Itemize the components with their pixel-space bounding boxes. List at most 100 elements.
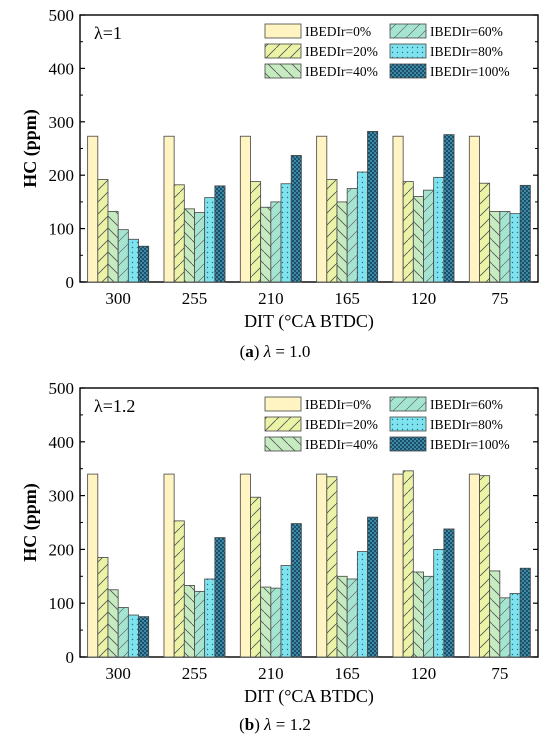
bar xyxy=(402,470,414,658)
bar xyxy=(468,473,480,658)
bar xyxy=(336,575,348,658)
bar xyxy=(402,181,414,283)
legend-label: IBEDIr=20% xyxy=(305,44,378,59)
bar xyxy=(97,557,109,658)
bar xyxy=(290,523,302,658)
bar xyxy=(194,212,206,283)
y-tick-label: 100 xyxy=(49,594,75,613)
caption-b-value: = 1.2 xyxy=(271,715,311,734)
y-tick-label: 400 xyxy=(49,59,75,78)
legend-swatch xyxy=(264,43,302,59)
caption-b-symbol: λ xyxy=(264,715,272,734)
legend-label: IBEDIr=0% xyxy=(305,24,371,39)
bar xyxy=(499,597,511,658)
legend-swatch xyxy=(264,416,302,432)
x-tick-label: 165 xyxy=(334,664,360,683)
bar xyxy=(280,183,292,283)
x-tick-label: 210 xyxy=(258,289,284,308)
y-axis-label: HC (ppm) xyxy=(20,109,41,188)
y-axis-label: HC (ppm) xyxy=(20,483,41,562)
bar xyxy=(326,179,338,283)
bar xyxy=(163,473,175,658)
bar xyxy=(346,578,358,658)
bar xyxy=(423,575,435,658)
bar xyxy=(519,567,531,658)
legend-swatch xyxy=(264,436,302,452)
x-tick-label: 75 xyxy=(491,289,508,308)
bar xyxy=(356,171,368,283)
bar xyxy=(127,238,139,283)
bar xyxy=(499,211,511,283)
bar xyxy=(87,135,99,283)
y-tick-label: 200 xyxy=(49,540,75,559)
bar xyxy=(127,614,139,658)
legend-swatch xyxy=(389,43,427,59)
y-tick-label: 0 xyxy=(66,648,75,667)
legend-label: IBEDIr=80% xyxy=(430,417,503,432)
bar xyxy=(509,213,521,283)
y-tick-label: 300 xyxy=(49,113,75,132)
bar xyxy=(239,135,251,283)
bar xyxy=(204,578,216,658)
legend-swatch xyxy=(389,436,427,452)
bar xyxy=(214,185,226,283)
bar xyxy=(346,188,358,283)
legend-swatch xyxy=(389,416,427,432)
chart-panel-b: 0 100 200 300 400 500 HC (ppm) 300 255 210 165 120 7… xyxy=(0,372,550,745)
bar xyxy=(392,473,404,658)
chart-a: 0 100 200 300 400 500 HC (ppm) 300 255 210 165 120 7… xyxy=(20,6,539,332)
x-axis-label: DIT (°CA BTDC) xyxy=(244,311,374,332)
bar xyxy=(443,134,455,283)
bar xyxy=(326,476,338,658)
bar xyxy=(214,537,226,658)
y-tick-label: 500 xyxy=(49,6,75,25)
bar xyxy=(316,135,328,283)
bar xyxy=(117,607,129,658)
bar xyxy=(260,586,272,658)
bar xyxy=(97,179,109,283)
bar xyxy=(280,565,292,658)
x-tick-label: 165 xyxy=(334,289,360,308)
panel-label: λ=1.2 xyxy=(94,396,135,416)
bar xyxy=(468,135,480,283)
bar xyxy=(204,197,216,283)
legend-label: IBEDIr=40% xyxy=(305,64,378,79)
y-tick-label: 200 xyxy=(49,166,75,185)
bar xyxy=(412,571,424,658)
legend-swatch xyxy=(264,23,302,39)
bar xyxy=(412,196,424,283)
bar xyxy=(87,473,99,658)
legend-label: IBEDIr=100% xyxy=(430,437,510,452)
caption-a-symbol: λ xyxy=(263,342,272,361)
legend-label: IBEDIr=80% xyxy=(430,44,503,59)
caption-a-letter: a xyxy=(245,342,254,361)
legend-swatch xyxy=(389,23,427,39)
legend-label: IBEDIr=60% xyxy=(430,24,503,39)
bar xyxy=(433,548,445,658)
bar xyxy=(138,245,150,283)
x-axis-label: DIT (°CA BTDC) xyxy=(244,686,374,707)
x-tick-label: 255 xyxy=(182,289,208,308)
bar xyxy=(423,189,435,283)
legend-label: IBEDIr=40% xyxy=(305,437,378,452)
bar xyxy=(489,570,501,658)
bar xyxy=(173,520,185,658)
chart-panel-a: 0 100 200 300 400 500 HC (ppm) 300 255 210 165 120 7… xyxy=(0,0,550,372)
bar xyxy=(107,589,119,658)
bar xyxy=(489,211,501,283)
bar xyxy=(107,211,119,283)
caption-a: (a) λ = 1.0 xyxy=(239,342,311,361)
bar xyxy=(270,201,282,283)
bar xyxy=(479,182,491,283)
legend-label: IBEDIr=100% xyxy=(430,64,510,79)
bar xyxy=(479,475,491,658)
legend-swatch xyxy=(264,63,302,79)
bar xyxy=(194,590,206,658)
caption-b-letter: b xyxy=(244,715,255,734)
bar xyxy=(250,181,262,283)
y-tick-label: 300 xyxy=(49,487,75,506)
y-tick-label: 400 xyxy=(49,433,75,452)
x-tick-label: 210 xyxy=(258,664,284,683)
bar xyxy=(443,528,455,658)
x-tick-label: 75 xyxy=(491,664,508,683)
